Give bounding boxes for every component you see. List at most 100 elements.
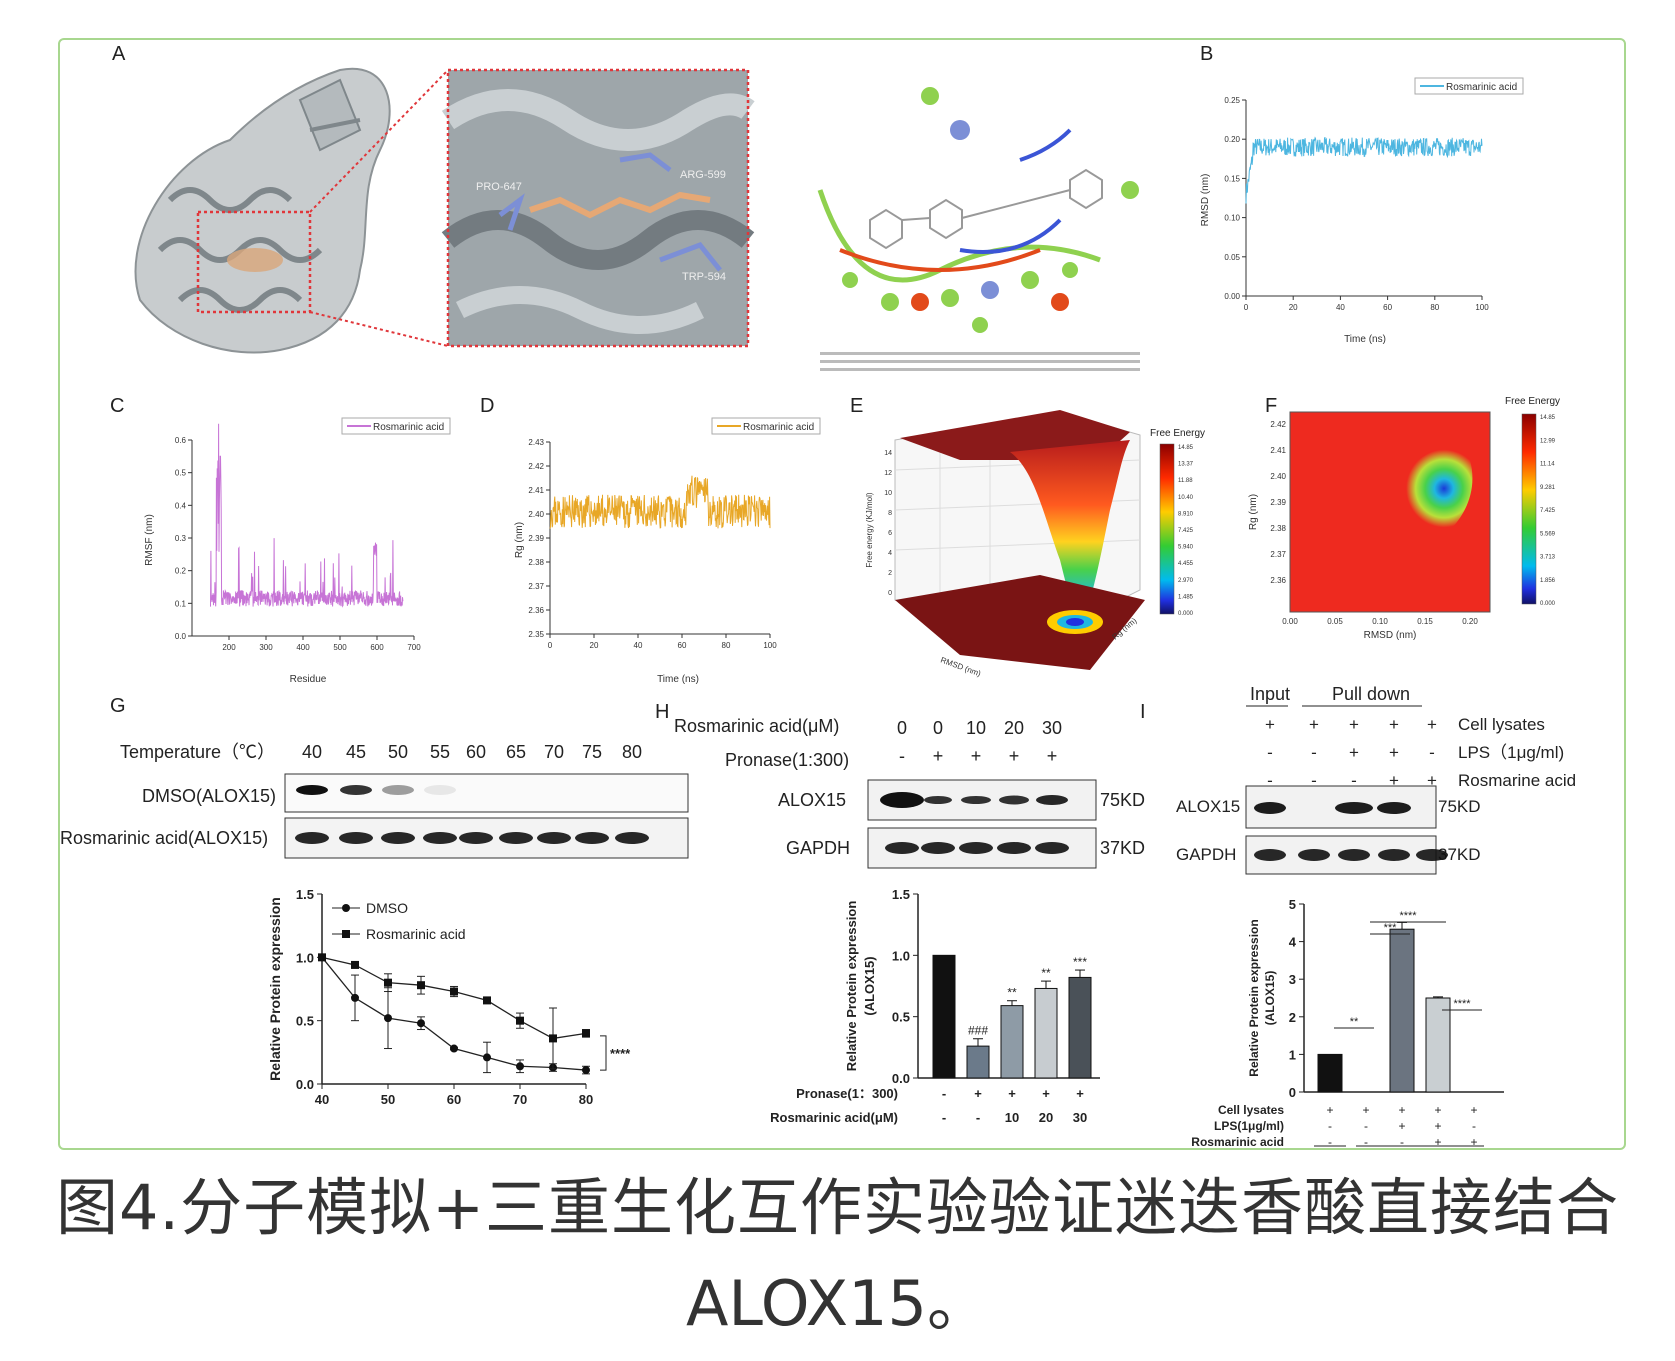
band-kd-37: 37KD [1100,838,1145,858]
pronase-mark: + [933,746,944,766]
row-mark: + [1398,1103,1405,1117]
y-axis-label: Relative Protein expression [844,901,859,1072]
temperature-value: 40 [302,742,322,762]
bar [1425,997,1451,1093]
row-mark: + [1362,1103,1369,1117]
band-dmso [340,785,372,795]
panel-letter-c: C [110,395,124,417]
residue-label-arg599: ARG-599 [680,169,726,181]
legend-label: Rosmarinic acid [1446,82,1517,93]
legend-box [1414,77,1524,95]
rosmarinic-conc-label: Rosmarinic acid(μM) [674,716,839,736]
panel-f-free-energy-map: Free Energy 14.85 12.99 11.14 9.281 7.425 5.5… [1248,396,1560,641]
data-point [516,1016,524,1025]
legend-label: Rosmarinic acid [373,422,444,433]
series-line [210,423,404,608]
y-tick-label: 2.40 [1270,472,1286,481]
y-tick-label: 2.40 [528,510,544,519]
data-point [582,1029,590,1038]
x-axis-label: Residue [290,674,327,685]
colorbar-title: Free Energy [1150,428,1205,439]
y-tick-label: 1.5 [296,887,314,902]
row1-mark: + [974,1086,982,1101]
z-axis-label: Free energy (KJ/mol) [865,492,874,567]
band-alox15 [1254,802,1286,814]
band-gapdh [1338,849,1370,861]
row-label: Cell lysates [1218,1103,1284,1117]
colorbar-label: 2.970 [1178,578,1194,584]
row1-mark: + [1042,1086,1050,1101]
colorbar-label: 8.910 [1178,511,1194,517]
z-tick-label: 6 [888,530,892,537]
y-tick-label: 5 [1289,897,1296,912]
y-tick-label: 0.5 [296,1014,314,1029]
x-tick-label: 20 [1289,303,1298,312]
row-mark: - [1328,1119,1332,1133]
significance-label: ** [1350,1016,1359,1028]
band-dmso [424,785,456,795]
colorbar-label: 1.856 [1540,578,1556,584]
series-line [1245,136,1483,204]
y-tick-label: 2 [1289,1010,1296,1025]
data-point [483,1053,491,1062]
interaction-diagram [817,87,1140,371]
panel-letter-d: D [480,395,494,417]
condition-mark: + [1389,743,1399,762]
band-gapdh [885,842,919,854]
bar [1389,928,1415,1093]
pronase-mark: + [971,746,982,766]
panel-d-rg-chart: Rosmarinic acid Rg (nm) Time (ns) 2.35 2.… [514,417,821,685]
band-alox15 [961,796,991,804]
band-rosmarinic [499,832,533,844]
x-tick-label: 80 [579,1092,593,1107]
data-point [450,1044,458,1053]
condition-mark: - [1429,743,1435,762]
colorbar-label: 0.000 [1540,601,1556,607]
condition-mark: - [1267,771,1273,790]
pronase-mark: + [1047,746,1058,766]
band-label-alox15: ALOX15 [1176,797,1240,816]
panel-i-pulldown: Input Pull down + + + + + Cell lysates - - + + - LP… [1176,684,1576,1148]
colorbar-label: 12.99 [1540,438,1556,444]
band-alox15 [1335,802,1373,814]
figure-caption: 图4.分子模拟+三重生化互作实验验证迷迭香酸直接结合 ALOX15。 [0,1160,1675,1352]
x-tick-label: 60 [1383,303,1392,312]
panel-letter-i: I [1140,701,1146,723]
x-tick-label: 500 [333,643,347,652]
row-mark: + [1434,1103,1441,1117]
x-axis-label: Time (ns) [1344,334,1386,345]
row1-mark: + [1008,1086,1016,1101]
x-tick-label: 0.20 [1462,617,1478,626]
concentration-value: 20 [1004,718,1024,738]
condition-mark: + [1349,715,1359,734]
y-tick-label: 2.41 [528,486,544,495]
legend-label: Rosmarinic acid [743,422,814,433]
colorbar-label: 0.000 [1178,611,1194,617]
colorbar-label: 7.425 [1540,508,1556,514]
residue-label-trp594: TRP-594 [682,271,726,283]
row2-mark: - [942,1110,946,1125]
data-point [549,1034,557,1043]
condition-mark: + [1389,771,1399,790]
x-tick-label: 400 [296,643,310,652]
row-mark: - [1400,1135,1404,1148]
y-tick-label: 0.10 [1224,214,1240,223]
blot-row-rosmarinic: Rosmarinic acid(ALOX15) [60,828,268,848]
row1-mark: + [1076,1086,1084,1101]
condition-mark: + [1389,715,1399,734]
colorbar-label: 13.37 [1178,462,1194,468]
x-tick-label: 50 [381,1092,395,1107]
row-mark: + [1398,1119,1405,1133]
row-mark: - [1364,1119,1368,1133]
y-tick-label: 0.05 [1224,253,1240,262]
condition-mark: + [1265,715,1275,734]
temperature-value: 75 [582,742,602,762]
significance-label: **** [610,1046,631,1061]
colorbar-label: 9.281 [1540,485,1556,491]
condition-label: Rosmarine acid [1458,771,1576,790]
temperature-value: 80 [622,742,642,762]
row2-label: Rosmarinic acid(μM) [770,1110,898,1125]
caption-line-2: ALOX15。 [686,1267,989,1340]
x-tick-label: 80 [1430,303,1439,312]
x-tick-label: 40 [634,641,643,650]
